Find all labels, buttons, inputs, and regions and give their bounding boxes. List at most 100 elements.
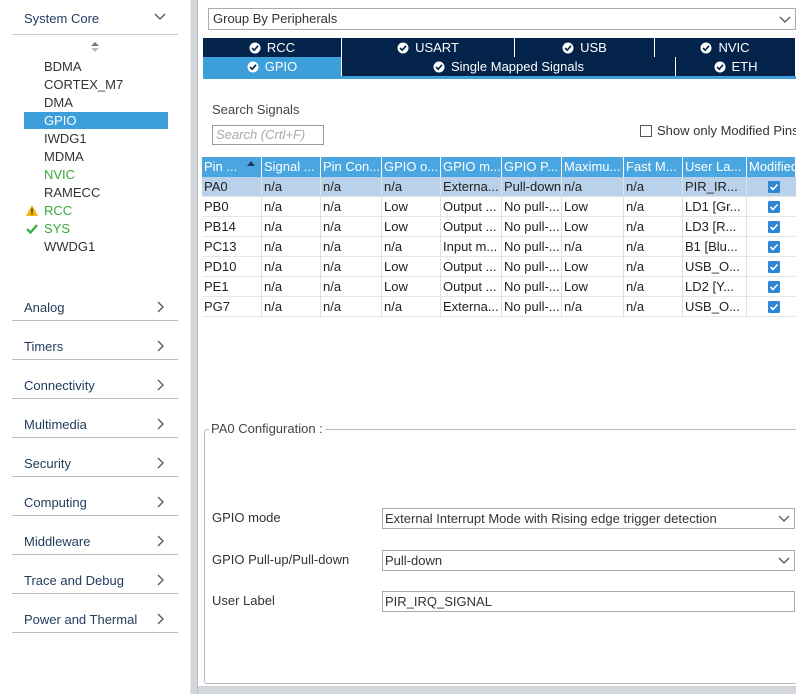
table-row[interactable] (202, 237, 796, 257)
peripheral-name: MDMA (44, 149, 84, 164)
table-cell: Externa... (441, 177, 502, 197)
modified-checkbox (768, 281, 780, 293)
category-header[interactable]: Multimedia (24, 417, 87, 432)
table-cell: n/a (624, 177, 683, 197)
table-cell: Externa... (441, 297, 502, 317)
table-cell: PB14 (202, 217, 262, 237)
table-cell: n/a (262, 237, 321, 257)
tab[interactable]: NVIC (655, 38, 796, 57)
expand-chevron (157, 301, 164, 313)
tab-check-icon (700, 42, 712, 53)
table-row[interactable] (202, 297, 796, 317)
modified-checkbox (768, 261, 780, 273)
table-cell: n/a (624, 197, 683, 217)
sort-arrows (91, 42, 99, 52)
table-row[interactable] (202, 257, 796, 277)
table-cell: No pull-... (502, 237, 562, 257)
search-input[interactable]: Search (Crtl+F) (212, 125, 324, 145)
peripheral-item[interactable]: WWDG1 (24, 238, 168, 255)
table-row[interactable] (202, 177, 796, 197)
table-cell: Low (562, 257, 624, 277)
peripheral-item[interactable]: DMA (24, 94, 168, 111)
tab[interactable]: USB (515, 38, 655, 57)
splitter[interactable] (190, 0, 198, 694)
text-input[interactable]: PIR_IRQ_SIGNAL (382, 591, 795, 612)
separator (12, 398, 178, 399)
table-cell: USB_O... (683, 297, 747, 317)
category-header[interactable]: Middleware (24, 534, 91, 549)
tab-check-icon (562, 42, 574, 53)
table-cell: n/a (262, 197, 321, 217)
table-cell (747, 197, 796, 217)
table-cell (747, 217, 796, 237)
table-row[interactable] (202, 197, 796, 217)
column-header[interactable]: Signal ... (262, 157, 321, 177)
tab[interactable]: USART (342, 38, 515, 57)
table-row[interactable] (202, 217, 796, 237)
column-header[interactable]: Pin ... (202, 157, 262, 177)
table-cell: n/a (321, 197, 382, 217)
tab-label: USART (415, 40, 459, 55)
column-header[interactable]: GPIO P... (502, 157, 562, 177)
category-header[interactable]: System Core (24, 11, 100, 26)
field-value: External Interrupt Mode with Rising edge… (385, 511, 717, 526)
modified-checkbox (768, 201, 780, 213)
tab[interactable]: Single Mapped Signals (342, 57, 676, 76)
column-header[interactable]: Modified (747, 157, 796, 177)
field-value: PIR_IRQ_SIGNAL (385, 594, 492, 609)
dropdown[interactable]: Pull-down (382, 550, 795, 571)
column-header[interactable]: Fast M... (624, 157, 683, 177)
column-header[interactable]: GPIO m... (441, 157, 502, 177)
peripheral-item[interactable]: IWDG1 (24, 130, 168, 147)
table-cell: Output ... (441, 197, 502, 217)
tab[interactable]: ETH (676, 57, 796, 76)
category-header[interactable]: Analog (24, 300, 65, 315)
table-cell (747, 177, 796, 197)
tab-check-icon (247, 61, 259, 72)
category-header[interactable]: Connectivity (24, 378, 95, 393)
tab[interactable]: RCC (203, 38, 342, 57)
tab[interactable]: GPIO (203, 57, 342, 76)
peripheral-item[interactable]: CORTEX_M7 (24, 76, 168, 93)
category-header[interactable]: Computing (24, 495, 87, 510)
separator (12, 593, 178, 594)
separator (12, 554, 178, 555)
table-cell: PIR_IR... (683, 177, 747, 197)
column-header[interactable]: GPIO o... (382, 157, 441, 177)
category-header[interactable]: Timers (24, 339, 64, 354)
dropdown-chevron (778, 557, 790, 564)
column-header[interactable]: User La... (683, 157, 747, 177)
column-header[interactable]: Pin Con... (321, 157, 382, 177)
tab-label: ETH (731, 59, 758, 74)
checkbox[interactable] (640, 125, 652, 137)
peripheral-item[interactable]: NVIC (24, 166, 168, 183)
tab-label: NVIC (718, 40, 750, 55)
peripheral-item[interactable]: MDMA (24, 148, 168, 165)
field-label: GPIO Pull-up/Pull-down (212, 552, 350, 567)
peripheral-item[interactable]: BDMA (24, 58, 168, 75)
config-title: PA0 Configuration : (209, 421, 325, 437)
category-header[interactable]: Trace and Debug (24, 573, 124, 588)
table-cell: PD10 (202, 257, 262, 277)
dropdown-chevron (778, 515, 790, 522)
separator (12, 632, 178, 633)
peripheral-item[interactable]: SYS (24, 220, 168, 237)
dropdown-text: Group By Peripherals (213, 11, 338, 26)
table-cell: Output ... (441, 277, 502, 297)
separator (12, 437, 178, 438)
search-label: Search Signals (212, 102, 300, 117)
category-header[interactable]: Power and Thermal (24, 612, 138, 627)
dropdown[interactable]: External Interrupt Mode with Rising edge… (382, 508, 795, 529)
category-header[interactable]: Security (24, 456, 71, 471)
group-by-dropdown[interactable]: Group By Peripherals (208, 8, 796, 30)
peripheral-item[interactable]: GPIO (24, 112, 168, 129)
table-cell: Low (562, 277, 624, 297)
table-cell: Low (382, 217, 441, 237)
peripheral-item[interactable]: RAMECC (24, 184, 168, 201)
column-header[interactable]: Maximu... (562, 157, 624, 177)
peripheral-item[interactable]: RCC (24, 202, 168, 219)
peripheral-name: RCC (44, 203, 73, 218)
table-cell: PB0 (202, 197, 262, 217)
table-row[interactable] (202, 277, 796, 297)
